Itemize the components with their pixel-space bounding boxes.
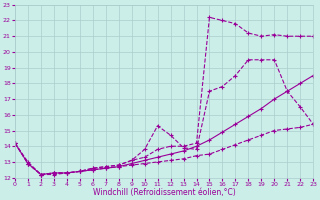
X-axis label: Windchill (Refroidissement éolien,°C): Windchill (Refroidissement éolien,°C) (93, 188, 236, 197)
